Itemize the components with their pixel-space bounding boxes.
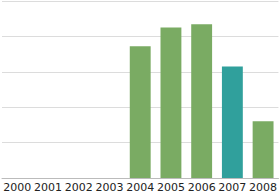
svg-text:2007: 2007 <box>218 181 246 194</box>
svg-text:2001: 2001 <box>34 181 62 194</box>
svg-text:2008: 2008 <box>249 181 277 194</box>
svg-text:2005: 2005 <box>157 181 185 194</box>
svg-text:2004: 2004 <box>126 181 154 194</box>
svg-text:2006: 2006 <box>188 181 216 194</box>
svg-text:2003: 2003 <box>96 181 124 194</box>
svg-text:2002: 2002 <box>65 181 93 194</box>
svg-text:2000: 2000 <box>3 181 31 194</box>
